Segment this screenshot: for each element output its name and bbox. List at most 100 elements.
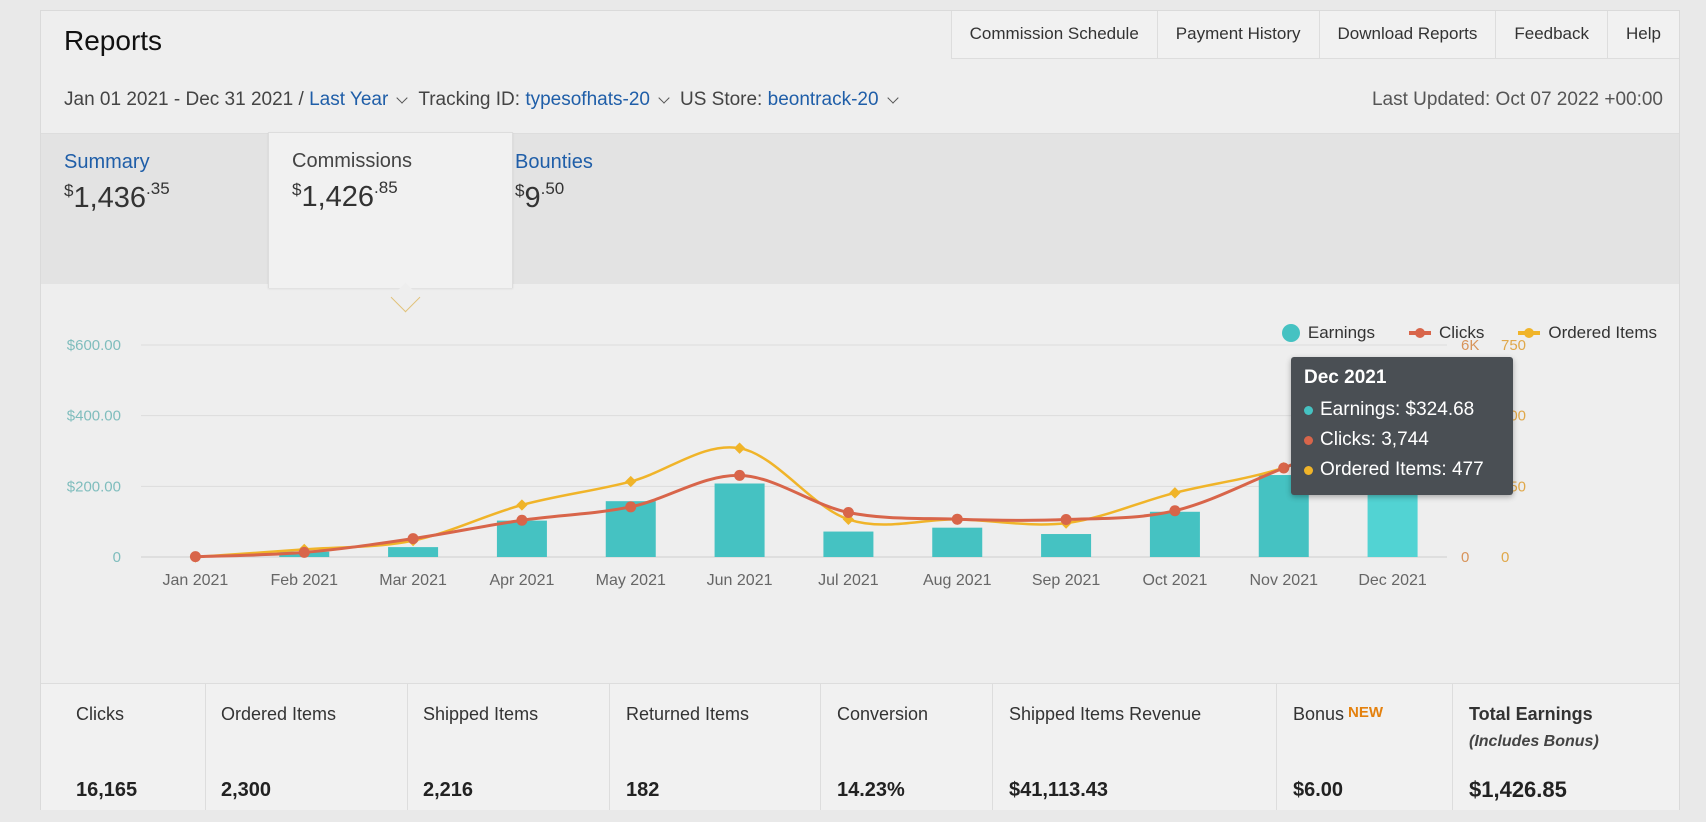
stat-bonus: Bonus NEW $6.00	[1277, 684, 1453, 810]
page-title: Reports	[64, 25, 163, 56]
clicks-point	[842, 506, 854, 518]
ordered-items-point	[733, 442, 746, 454]
stat-label: Total Earnings	[1469, 704, 1593, 724]
tab-summary[interactable]: Summary $1,436.35	[41, 134, 286, 284]
stat-ordered-items: Ordered Items 2,300	[206, 684, 408, 810]
right-axis-tick-orders: 750	[1501, 337, 1526, 354]
stat-label: Ordered Items	[221, 704, 337, 724]
legend-ordered-items[interactable]: Ordered Items	[1518, 323, 1657, 343]
clicks-dot-icon	[1304, 435, 1313, 445]
stat-label: Shipped Items	[423, 704, 539, 724]
tab-bounties[interactable]: Bounties $9.50	[492, 134, 737, 284]
earnings-bar	[1041, 534, 1092, 557]
clicks-point	[298, 546, 310, 558]
stat-clicks: Clicks 16,165	[41, 684, 206, 810]
tooltip-clicks: Clicks: 3,744	[1304, 425, 1500, 455]
tab-summary-amount: $1,436.35	[64, 179, 170, 214]
store-label: US Store:	[679, 89, 763, 110]
x-axis-label: Aug 2021	[923, 572, 992, 589]
earnings-dot-icon	[1304, 405, 1313, 415]
new-badge: NEW	[1348, 704, 1384, 721]
clicks-point	[1060, 514, 1072, 526]
tracking-id-dropdown[interactable]: typesofhats-20	[525, 89, 650, 110]
stats-bar: Clicks 16,165 Ordered Items 2,300 Shippe…	[41, 683, 1679, 810]
earnings-bar	[1149, 511, 1200, 557]
chart-tooltip: Dec 2021 Earnings: $324.68 Clicks: 3,744…	[1291, 357, 1513, 495]
x-axis-label: Oct 2021	[1142, 572, 1207, 589]
nav-commission-schedule[interactable]: Commission Schedule	[952, 11, 1158, 58]
reports-panel: Reports Commission Schedule Payment Hist…	[40, 10, 1680, 810]
stat-value: 14.23%	[837, 779, 905, 801]
stat-value: 182	[626, 779, 660, 801]
x-axis-label: Apr 2021	[489, 572, 554, 589]
left-axis-tick: $200.00	[67, 478, 121, 495]
tooltip-orders-text: Ordered Items: 477	[1320, 459, 1484, 480]
chart-area: 000$200.002K250$400.004K500$600.006K750J…	[41, 283, 1679, 681]
ordered-items-line	[195, 421, 1394, 559]
stat-label: Returned Items	[626, 704, 750, 724]
tab-commissions-label: Commissions	[292, 150, 413, 172]
date-preset-dropdown[interactable]: Last Year	[309, 89, 389, 110]
x-axis-label: Jan 2021	[162, 572, 228, 589]
ordered-items-point	[625, 475, 637, 488]
x-axis-label: Nov 2021	[1250, 572, 1319, 589]
tracking-label: Tracking ID:	[418, 89, 521, 110]
stat-sub-label: (Includes Bonus)	[1469, 733, 1599, 750]
earnings-bar	[823, 531, 874, 557]
stat-label: Bonus NEW	[1293, 704, 1384, 724]
clicks-point	[734, 469, 746, 481]
stat-total-earnings: Total Earnings (Includes Bonus) $1,426.8…	[1453, 684, 1679, 810]
clicks-point	[951, 513, 963, 525]
x-axis-label: Jul 2021	[818, 572, 879, 589]
nav-payment-history[interactable]: Payment History	[1158, 11, 1320, 58]
chart-legend: Earnings Clicks Ordered Items	[1248, 323, 1657, 343]
tab-commissions-amount: $1,426.85	[292, 178, 398, 213]
nav-help[interactable]: Help	[1626, 24, 1661, 43]
x-axis-label: May 2021	[596, 572, 666, 589]
legend-clicks-label: Clicks	[1439, 323, 1485, 342]
right-axis-tick-clicks: 0	[1461, 549, 1469, 566]
stat-value: 16,165	[76, 779, 138, 801]
earnings-bar	[496, 520, 547, 557]
tooltip-orders: Ordered Items: 477	[1304, 455, 1500, 485]
legend-clicks[interactable]: Clicks	[1409, 323, 1484, 343]
clicks-line	[195, 423, 1394, 559]
left-axis-tick: $600.00	[67, 337, 121, 354]
top-nav: Commission Schedule Payment History Down…	[950, 11, 1679, 59]
chevron-down-icon[interactable]	[396, 92, 408, 104]
tab-summary-label: Summary	[64, 151, 150, 173]
chevron-down-icon[interactable]	[886, 92, 899, 104]
tooltip-earnings: Earnings: $324.68	[1304, 395, 1500, 425]
earnings-bar	[714, 483, 765, 557]
clicks-line-icon	[1409, 328, 1431, 338]
clicks-point	[1169, 505, 1181, 517]
last-updated: Last Updated: Oct 07 2022 +00:00	[1371, 89, 1663, 110]
stat-returned-items: Returned Items 182	[610, 684, 821, 810]
stat-value: 2,216	[423, 779, 474, 801]
x-axis-label: Mar 2021	[379, 572, 447, 589]
ordered-items-point	[516, 499, 528, 511]
stat-label: Clicks	[76, 704, 124, 724]
tab-commissions[interactable]: Commissions $1,426.85	[268, 132, 513, 288]
x-axis-label: Sep 2021	[1032, 572, 1101, 589]
tooltip-earnings-text: Earnings: $324.68	[1320, 399, 1475, 420]
clicks-point	[1278, 462, 1290, 474]
clicks-point	[189, 551, 201, 563]
legend-earnings-label: Earnings	[1307, 323, 1375, 342]
x-axis-label: Feb 2021	[270, 572, 338, 589]
summary-tabs: Summary $1,436.35 Commissions $1,426.85 …	[41, 132, 1679, 288]
left-axis-tick: $400.00	[67, 408, 121, 425]
earnings-dot-icon	[1281, 324, 1300, 342]
stat-value: 2,300	[221, 779, 272, 801]
right-axis-tick-orders: 0	[1501, 549, 1509, 566]
nav-feedback[interactable]: Feedback	[1496, 11, 1609, 58]
stat-shipped-items: Shipped Items 2,216	[408, 684, 610, 810]
right-axis-tick-clicks: 6K	[1461, 337, 1479, 354]
earnings-bar	[932, 527, 983, 557]
tab-bounties-amount: $9.50	[515, 179, 565, 214]
store-dropdown[interactable]: beontrack-20	[767, 89, 879, 110]
nav-download-reports[interactable]: Download Reports	[1320, 11, 1497, 58]
legend-earnings[interactable]: Earnings	[1281, 323, 1375, 343]
chevron-down-icon[interactable]	[658, 92, 670, 104]
stat-value: $6.00	[1293, 779, 1344, 801]
